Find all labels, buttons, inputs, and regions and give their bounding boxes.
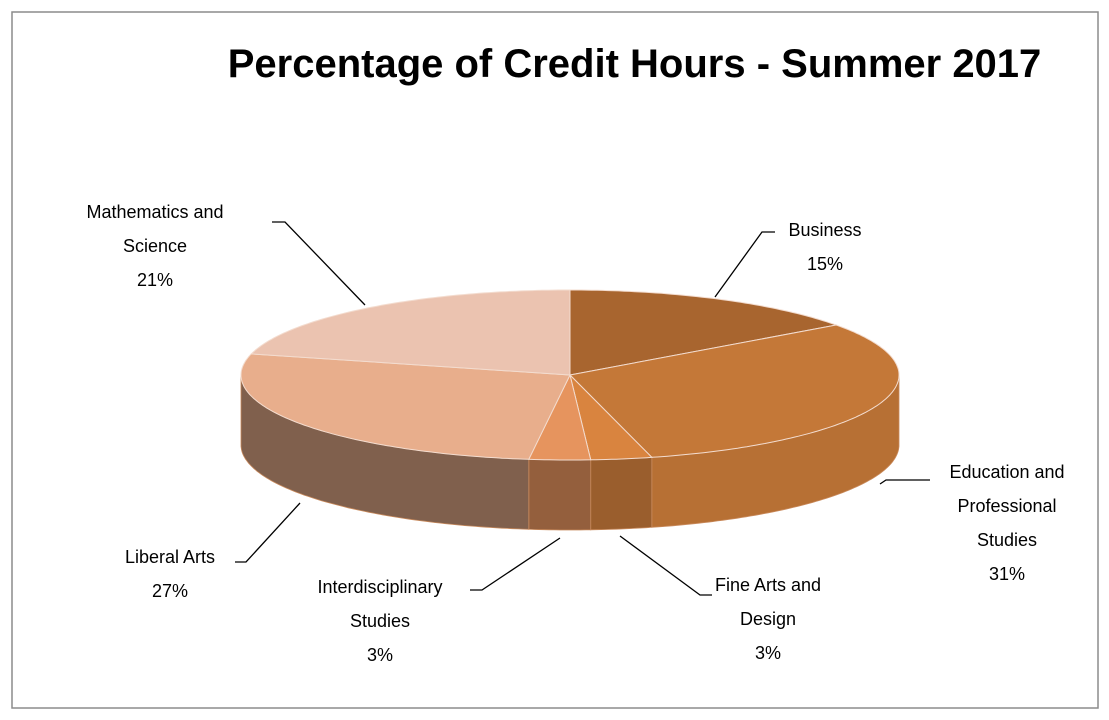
- category-label: Interdisciplinary Studies: [317, 577, 443, 631]
- slice: [568, 324, 900, 458]
- slice-side: [590, 456, 653, 531]
- pie: [240, 289, 900, 531]
- category-label: Business: [788, 220, 862, 240]
- data-label: Liberal Arts 27%: [100, 540, 240, 608]
- category-label: Fine Arts and Design: [714, 575, 822, 629]
- data-label: Mathematics and Science 21%: [65, 195, 245, 297]
- leader-line: [879, 479, 930, 485]
- slice: [528, 373, 592, 461]
- data-label: Education and Professional Studies 31%: [932, 455, 1082, 591]
- slice: [240, 353, 571, 460]
- data-label: Fine Arts and Design 3%: [698, 568, 838, 670]
- slice: [569, 373, 653, 461]
- value-label: 31%: [988, 564, 1026, 584]
- value-label: 15%: [806, 254, 844, 274]
- slice: [250, 289, 571, 376]
- data-label: Business 15%: [765, 213, 885, 281]
- category-label: Mathematics and Science: [86, 202, 224, 256]
- leader-line: [470, 537, 561, 591]
- category-label: Liberal Arts: [124, 547, 216, 567]
- value-label: 3%: [366, 645, 393, 665]
- slice: [569, 289, 839, 376]
- leader-line: [714, 231, 775, 298]
- leader-line: [235, 502, 301, 563]
- chart-title: Percentage of Credit Hours - Summer 2017: [227, 42, 1042, 86]
- leader-lines: [235, 221, 930, 596]
- slice-side: [528, 458, 592, 531]
- leader-line: [619, 535, 712, 596]
- leader-line: [272, 221, 366, 306]
- data-label: Interdisciplinary Studies 3%: [295, 570, 465, 672]
- value-label: 27%: [151, 581, 189, 601]
- value-label: 21%: [136, 270, 174, 290]
- category-label: Education and Professional Studies: [949, 462, 1065, 550]
- value-label: 3%: [754, 643, 781, 663]
